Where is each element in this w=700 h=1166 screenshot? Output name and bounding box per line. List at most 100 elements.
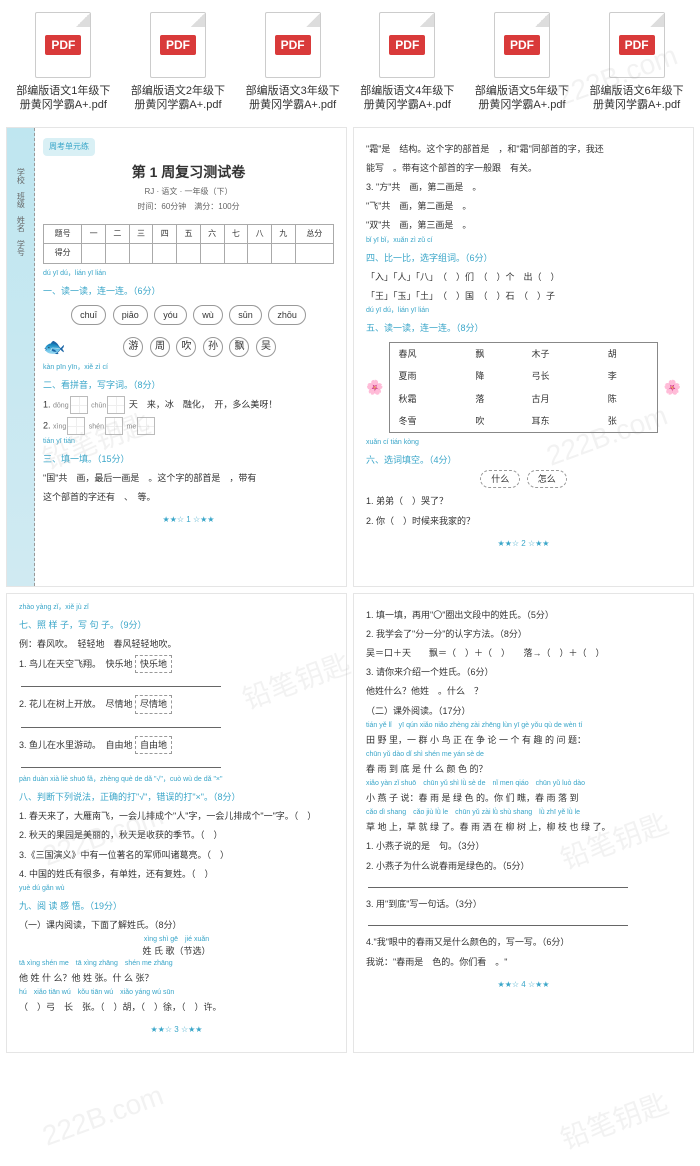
test-title: 第 1 周复习测试卷 <box>43 160 334 185</box>
file-name: 部编版语文4年级下册黄冈学霸A+.pdf <box>357 84 457 113</box>
pinyin-hint: dú yī dú，lián yī lián <box>43 270 334 277</box>
th: 九 <box>271 224 295 243</box>
th: 六 <box>200 224 224 243</box>
q-text: 能写 。带有这个部首的字一般跟 有关。 <box>366 160 681 176</box>
file-item[interactable]: PDF 部编版语文3年级下册黄冈学霸A+.pdf <box>243 12 343 113</box>
passage-line: 田 野 里，一 群 小 鸟 正 在 争 论 一 个 有 趣 的 问 题： <box>366 732 681 748</box>
file-item[interactable]: PDF 部编版语文4年级下册黄冈学霸A+.pdf <box>357 12 457 113</box>
section-8-header: 八、判断下列说法，正确的打"√"，错误的打"×"。（8分） <box>19 789 334 805</box>
pdf-badge: PDF <box>504 35 540 55</box>
th: 题号 <box>44 224 82 243</box>
q-text: 4. 中国的姓氏有很多，有单姓，还有复姓。（ ） <box>19 866 334 882</box>
q-text: 我说："春雨是 色的。你们看 。" <box>366 954 681 970</box>
pdf-badge: PDF <box>275 35 311 55</box>
file-name: 部编版语文3年级下册黄冈学霸A+.pdf <box>243 84 343 113</box>
q-text: 3. 鱼儿在水里游动。 自由地 自由地 <box>19 736 334 754</box>
pinyin: tián yě lǐ yī qún xiǎo niǎo zhèng zài zh… <box>366 722 681 729</box>
match-table: 春风飘木子胡 夏雨降弓长李 秋霜落古月陈 冬雪吹耳东张 <box>389 342 657 433</box>
pinyin-pill: yóu <box>154 305 187 325</box>
score-table: 题号 一 二 三 四 五 六 七 八 九 总分 得分 <box>43 224 334 264</box>
poem-line: 他 姓 什 么？他 姓 张。什 么 张？ <box>19 970 334 986</box>
q-text: 1. 春天来了，大雁南飞，一会儿排成个"人"字，一会儿排成个"一"字。（ ） <box>19 808 334 824</box>
pinyin-hint: dú yī dú，lián yī lián <box>366 307 681 314</box>
pdf-badge: PDF <box>160 35 196 55</box>
pinyin-pill: sūn <box>229 305 262 325</box>
hanzi-circle: 孙 <box>203 337 223 357</box>
q-text: 2. 小燕子为什么说春雨是绿色的。（5分） <box>366 858 681 874</box>
flower-icon: 🌸 <box>366 375 383 400</box>
file-item[interactable]: PDF 部编版语文1年级下册黄冈学霸A+.pdf <box>13 12 113 113</box>
q-text: 2. 你（ ）时候来我家的？ <box>366 513 681 529</box>
q-text: 「入」「人」「八」 （ ）们 （ ）个 出（ ） <box>366 269 681 285</box>
section-1-header: 一、读一读，连一连。（6分） <box>43 283 334 299</box>
th: 总分 <box>295 224 333 243</box>
q-text: 1. 鸟儿在天空飞翔。 快乐地 快乐地 <box>19 655 334 673</box>
question-line: 1. dōng chūn 天 来，冰 融化， 开，多么美呀！ <box>43 396 334 414</box>
option-pill: 什么 <box>480 470 520 488</box>
q-text: 3. 请你来介绍一个姓氏。（6分） <box>366 664 681 680</box>
passage-line: 草 地 上，草 就 绿 了。春 雨 洒 在 柳 树 上，柳 枝 也 绿 了。 <box>366 819 681 835</box>
pinyin-hint: pàn duàn xià liè shuō fǎ，zhèng què de dǎ… <box>19 776 334 783</box>
pinyin: hú xiǎo tiān wú kǒu tiān wú xiǎo yáng wú… <box>19 989 334 996</box>
file-item[interactable]: PDF 部编版语文6年级下册黄冈学霸A+.pdf <box>587 12 687 113</box>
pinyin-pill: wù <box>193 305 223 325</box>
pdf-icon: PDF <box>379 12 435 78</box>
hanzi-circle: 吹 <box>176 337 196 357</box>
pinyin: xiǎo yàn zǐ shuō chūn yǔ shì lǜ sè de nǐ… <box>366 780 681 787</box>
hanzi-circle: 飘 <box>229 337 249 357</box>
q-text: 1. 弟弟（ ）哭了？ <box>366 493 681 509</box>
pinyin: xìng shì gē jié xuǎn <box>19 936 334 943</box>
watermark: 222B.com <box>38 1079 167 1152</box>
page-number: ★★☆ 4 ☆★★ <box>366 978 681 992</box>
test-subtitle: RJ · 语文 · 一年级（下） <box>43 185 334 199</box>
th: 二 <box>106 224 130 243</box>
q-text: 3. "方"共 画，第二画是 。 <box>366 179 681 195</box>
q-text: 3. 用"到底"写一句话。（3分） <box>366 896 681 912</box>
q-text: 「王」「玉」「土」 （ ）国 （ ）石 （ ）子 <box>366 288 681 304</box>
passage-line: 春 雨 到 底 是 什 么 颜 色 的？ <box>366 761 681 777</box>
hanzi-circle: 周 <box>150 337 170 357</box>
file-item[interactable]: PDF 部编版语文5年级下册黄冈学霸A+.pdf <box>472 12 572 113</box>
hanzi-circle: 吴 <box>256 337 276 357</box>
worksheet-page-3: zhào yàng zǐ，xiě jù zǐ 七、照 样 子，写 句 子。（9分… <box>6 593 347 1053</box>
th: 七 <box>224 224 248 243</box>
th: 四 <box>153 224 177 243</box>
pinyin-pill: zhōu <box>268 305 306 325</box>
q-text: 4."我"眼中的春雨又是什么颜色的，写一写。（6分） <box>366 934 681 950</box>
q-text: 3.《三国演义》中有一位著名的军师叫诸葛亮。（ ） <box>19 847 334 863</box>
pdf-icon: PDF <box>494 12 550 78</box>
th: 八 <box>248 224 272 243</box>
poem-title: 姓 氏 歌（节选） <box>19 943 334 959</box>
q-text: "霜"是 结构。这个字的部首是 ，和"霜"同部首的字，我还 <box>366 141 681 157</box>
pdf-icon: PDF <box>609 12 665 78</box>
flower-icon: 🌸 <box>664 375 681 400</box>
worksheet-page-2: "霜"是 结构。这个字的部首是 ，和"霜"同部首的字，我还 能写 。带有这个部首… <box>353 127 694 587</box>
q-text: 1. 填一填，再用"〇"圈出文段中的姓氏。（5分） <box>366 607 681 623</box>
pinyin-hint: xuǎn cí tián kòng <box>366 439 681 446</box>
th: 一 <box>82 224 106 243</box>
sub-text: （一）课内阅读，下面了解姓氏。（8分） <box>19 917 334 933</box>
watermark: 铅笔钥匙 <box>555 1082 674 1158</box>
pdf-badge: PDF <box>619 35 655 55</box>
pinyin-hint: zhào yàng zǐ，xiě jù zǐ <box>19 604 334 611</box>
section-7-header: 七、照 样 子，写 句 子。（9分） <box>19 617 334 633</box>
sub-header: （二）课外阅读。（17分） <box>366 703 681 719</box>
question-line: 2. xìng shén me <box>43 417 334 435</box>
pinyin-hint: yuè dú gǎn wù <box>19 885 334 892</box>
q-text: 2. 秋天的果园是美丽的，秋天是收获的季节。（ ） <box>19 827 334 843</box>
pinyin: chūn yǔ dào dǐ shì shén me yán sè de <box>366 751 681 758</box>
page-number: ★★☆ 2 ☆★★ <box>366 537 681 551</box>
q-text: "双"共 画，第三画是 。 <box>366 217 681 233</box>
pinyin-hint: tián yī tián <box>43 438 334 445</box>
th: 五 <box>177 224 201 243</box>
file-item[interactable]: PDF 部编版语文2年级下册黄冈学霸A+.pdf <box>128 12 228 113</box>
q-text: 这个部首的字还有 、 等。 <box>43 489 334 505</box>
section-6-header: 六、选词填空。（4分） <box>366 452 681 468</box>
pinyin: tā xìng shén me tā xìng zhāng shén me zh… <box>19 960 334 967</box>
q-text: 2. 花儿在树上开放。 尽情地 尽情地 <box>19 695 334 713</box>
pdf-badge: PDF <box>45 35 81 55</box>
pdf-icon: PDF <box>265 12 321 78</box>
q-text: 他姓什么？他姓 。什么 ？ <box>366 683 681 699</box>
sidebar-labels: 学校 班级 姓名 学号 <box>7 128 33 296</box>
worksheet-page-1: 学校 班级 姓名 学号 周考单元练 第 1 周复习测试卷 RJ · 语文 · 一… <box>6 127 347 587</box>
